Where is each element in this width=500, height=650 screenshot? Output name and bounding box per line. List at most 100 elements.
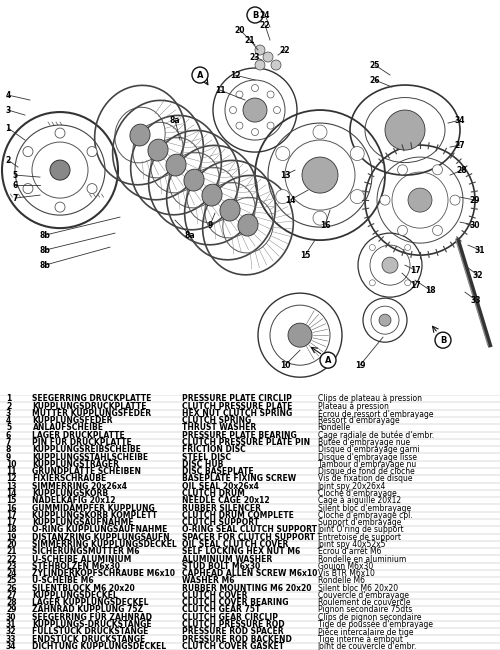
Text: SELF LOCKING HEX NUT M6: SELF LOCKING HEX NUT M6 — [182, 547, 301, 556]
Text: FIXIERSCHRAUBE: FIXIERSCHRAUBE — [32, 474, 107, 484]
Circle shape — [271, 60, 281, 70]
Text: 33: 33 — [6, 634, 16, 644]
Circle shape — [350, 190, 364, 203]
Text: Vis de fixation de disque: Vis de fixation de disque — [318, 474, 412, 484]
Circle shape — [236, 122, 243, 129]
Text: DISC HUB: DISC HUB — [182, 460, 224, 469]
Text: DICHTUNG KUPPLUNGSDECKEL: DICHTUNG KUPPLUNGSDECKEL — [32, 642, 166, 650]
Circle shape — [313, 211, 327, 225]
Text: PIN FÜR DRUCKPLATTE: PIN FÜR DRUCKPLATTE — [32, 438, 132, 447]
Circle shape — [435, 332, 451, 348]
Text: 15: 15 — [6, 496, 16, 505]
Text: 25: 25 — [370, 60, 380, 70]
Text: 11: 11 — [215, 86, 225, 94]
Text: 1: 1 — [6, 395, 11, 404]
Text: STEEL DISC: STEEL DISC — [182, 452, 232, 462]
Circle shape — [385, 110, 425, 150]
Text: 16: 16 — [6, 504, 16, 513]
Text: 24: 24 — [260, 10, 270, 20]
Circle shape — [23, 146, 33, 157]
Circle shape — [23, 183, 33, 194]
Text: PRESSURE ROD SPACER: PRESSURE ROD SPACER — [182, 627, 284, 636]
Text: 27: 27 — [6, 591, 16, 600]
Text: Plateau à pression: Plateau à pression — [318, 402, 388, 411]
Text: BASEPLATE FIXING SCREW: BASEPLATE FIXING SCREW — [182, 474, 296, 484]
Text: CLUTCH COVER: CLUTCH COVER — [182, 591, 248, 600]
Text: CLUTCH PRESSURE PLATE: CLUTCH PRESSURE PLATE — [182, 402, 293, 411]
Text: CLUTCH DRUM COMPLETE: CLUTCH DRUM COMPLETE — [182, 511, 294, 520]
Circle shape — [87, 183, 97, 194]
Text: ALUMINIUM WASHER: ALUMINIUM WASHER — [182, 554, 273, 564]
Text: 3: 3 — [6, 105, 10, 114]
Text: KUPPLUNGSFEDER: KUPPLUNGSFEDER — [32, 416, 113, 425]
Text: CLUTCH COVER GASKET: CLUTCH COVER GASKET — [182, 642, 284, 650]
Text: MUTTER KUPPLUNGSFEDER: MUTTER KUPPLUNGSFEDER — [32, 409, 152, 418]
Text: 31: 31 — [6, 620, 16, 629]
Text: Entretoise de support: Entretoise de support — [318, 532, 400, 541]
Text: Cloche d'embrayage cpl.: Cloche d'embrayage cpl. — [318, 511, 412, 520]
Text: Disque de fond de cloche: Disque de fond de cloche — [318, 467, 414, 476]
Text: Pièce intercalaire de tige: Pièce intercalaire de tige — [318, 627, 413, 636]
Circle shape — [243, 98, 267, 122]
Text: 17: 17 — [6, 511, 16, 520]
Text: 17: 17 — [410, 281, 420, 290]
Circle shape — [432, 226, 442, 235]
Circle shape — [50, 160, 70, 180]
Text: 34: 34 — [455, 116, 465, 125]
Text: Joint spy 40x52x5: Joint spy 40x52x5 — [318, 540, 386, 549]
Text: OIL SEAL 20x26x4: OIL SEAL 20x26x4 — [182, 482, 260, 491]
Text: 28: 28 — [6, 598, 16, 607]
Text: 23: 23 — [250, 53, 260, 62]
Text: 30: 30 — [470, 220, 480, 229]
Text: CLUTCH SPRING: CLUTCH SPRING — [182, 416, 252, 425]
Text: Tige de poussée d'embrayage: Tige de poussée d'embrayage — [318, 619, 432, 629]
Text: 7: 7 — [12, 194, 18, 203]
Circle shape — [370, 280, 376, 286]
Text: 32: 32 — [473, 270, 483, 280]
Text: Silent bloc M6 20x20: Silent bloc M6 20x20 — [318, 584, 398, 593]
Text: DISC BASEPLATE: DISC BASEPLATE — [182, 467, 254, 476]
Text: Clips de pignon secondaire: Clips de pignon secondaire — [318, 613, 421, 622]
Text: CLUTCH COVER BEARING: CLUTCH COVER BEARING — [182, 598, 289, 607]
Circle shape — [432, 164, 442, 175]
Text: 32: 32 — [6, 627, 16, 636]
Text: Rondelle: Rondelle — [318, 423, 350, 432]
Text: 9: 9 — [208, 220, 212, 229]
Text: Cage radiale de butée d'embr.: Cage radiale de butée d'embr. — [318, 430, 434, 440]
Text: CLUTCH PRESSURE PLATE PIN: CLUTCH PRESSURE PLATE PIN — [182, 438, 310, 447]
Text: CLUTCH SUPPORT: CLUTCH SUPPORT — [182, 518, 260, 527]
Text: 6: 6 — [6, 431, 11, 440]
Text: 21: 21 — [245, 36, 256, 44]
Circle shape — [255, 60, 265, 70]
Text: Clips de plateau à pression: Clips de plateau à pression — [318, 395, 422, 404]
Text: Joint de couvercle d'embr.: Joint de couvercle d'embr. — [318, 642, 417, 650]
Text: 18: 18 — [424, 285, 436, 294]
Text: 19: 19 — [6, 532, 16, 541]
Text: 7: 7 — [6, 438, 12, 447]
Text: 31: 31 — [475, 246, 485, 255]
Circle shape — [274, 107, 280, 114]
Text: LAGER DRUCKPLATTE: LAGER DRUCKPLATTE — [32, 431, 125, 440]
Text: NEEDLE CAGE 20x12: NEEDLE CAGE 20x12 — [182, 496, 270, 505]
Circle shape — [370, 244, 376, 250]
Ellipse shape — [220, 199, 240, 221]
Circle shape — [313, 125, 327, 139]
Circle shape — [252, 84, 258, 92]
Text: CLUTCH DRUM: CLUTCH DRUM — [182, 489, 246, 498]
Text: 29: 29 — [6, 605, 16, 614]
Text: 12: 12 — [6, 474, 16, 484]
Ellipse shape — [166, 154, 186, 176]
Circle shape — [404, 244, 410, 250]
Text: GUMMIDÄMPFER KUPPLUNG: GUMMIDÄMPFER KUPPLUNG — [32, 504, 155, 513]
Text: 22: 22 — [6, 554, 16, 564]
Text: 8: 8 — [6, 445, 12, 454]
Text: KUPPLUNGSKORB: KUPPLUNGSKORB — [32, 489, 108, 498]
Text: Support d'embrayage: Support d'embrayage — [318, 518, 401, 527]
Text: Goujon M6x30: Goujon M6x30 — [318, 562, 373, 571]
Text: SICHERUNGSMUTTER M6: SICHERUNGSMUTTER M6 — [32, 547, 140, 556]
Text: FRICTION DISC: FRICTION DISC — [182, 445, 246, 454]
Text: Roulement de couvercle: Roulement de couvercle — [318, 598, 410, 607]
Ellipse shape — [202, 184, 222, 206]
Circle shape — [288, 323, 312, 347]
Text: 23: 23 — [6, 562, 16, 571]
